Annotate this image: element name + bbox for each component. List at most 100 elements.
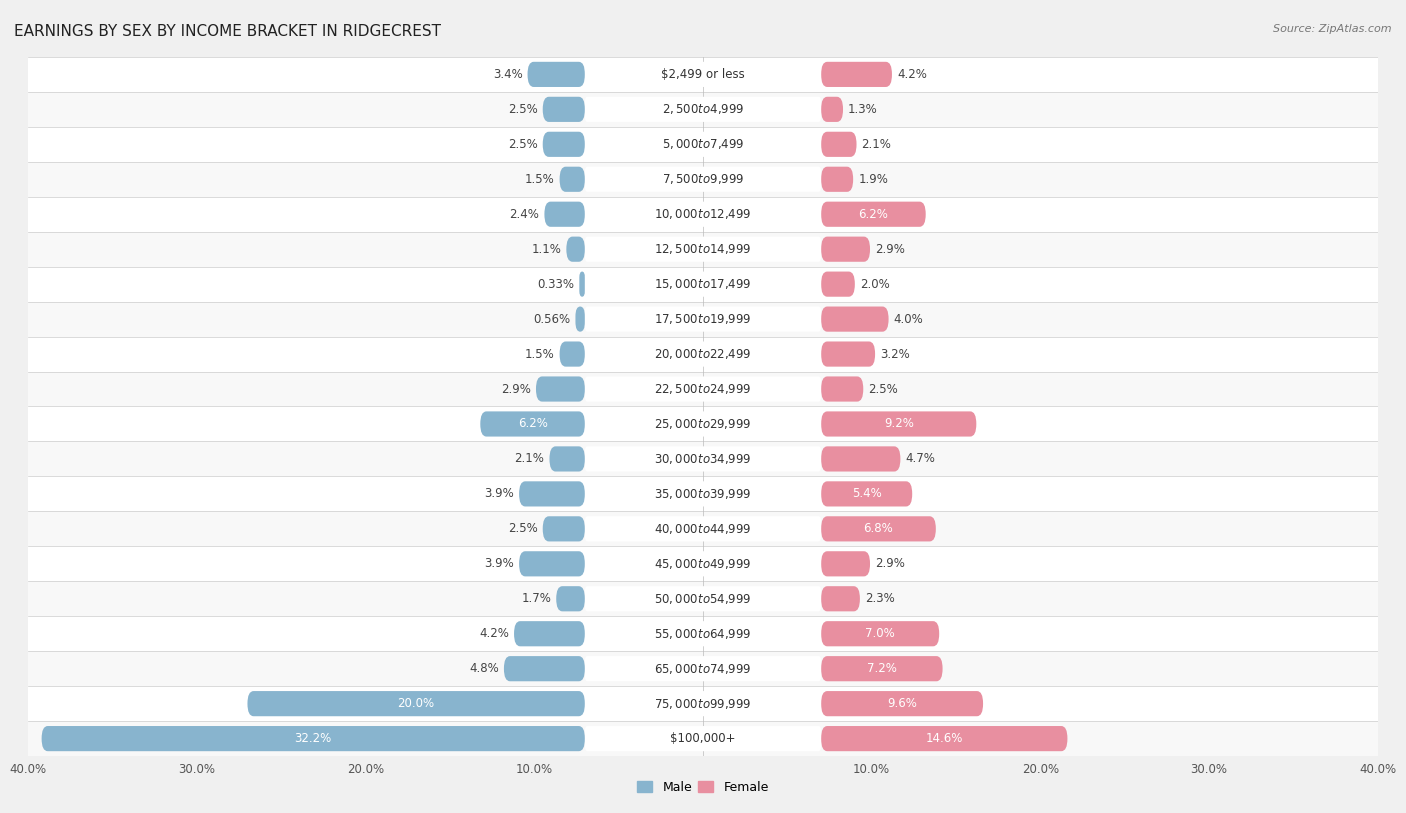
Bar — [28, 232, 1378, 267]
Text: 3.2%: 3.2% — [880, 348, 910, 360]
Bar — [28, 127, 1378, 162]
Bar — [28, 686, 1378, 721]
FancyBboxPatch shape — [821, 167, 853, 192]
FancyBboxPatch shape — [821, 341, 875, 367]
FancyBboxPatch shape — [543, 516, 585, 541]
Text: $22,500 to $24,999: $22,500 to $24,999 — [654, 382, 752, 396]
Text: 9.2%: 9.2% — [884, 418, 914, 430]
Text: 4.2%: 4.2% — [479, 628, 509, 640]
Text: $40,000 to $44,999: $40,000 to $44,999 — [654, 522, 752, 536]
Text: $55,000 to $64,999: $55,000 to $64,999 — [654, 627, 752, 641]
Legend: Male, Female: Male, Female — [633, 776, 773, 799]
Text: 1.5%: 1.5% — [524, 173, 554, 185]
FancyBboxPatch shape — [821, 481, 912, 506]
Bar — [28, 721, 1378, 756]
Bar — [28, 406, 1378, 441]
FancyBboxPatch shape — [585, 691, 821, 716]
FancyBboxPatch shape — [585, 167, 821, 192]
Bar — [28, 406, 1378, 441]
Bar — [28, 267, 1378, 302]
Bar — [28, 616, 1378, 651]
FancyBboxPatch shape — [821, 132, 856, 157]
Text: 2.9%: 2.9% — [875, 558, 905, 570]
Text: 1.7%: 1.7% — [522, 593, 551, 605]
Bar — [28, 546, 1378, 581]
Text: Source: ZipAtlas.com: Source: ZipAtlas.com — [1274, 24, 1392, 34]
Bar — [28, 127, 1378, 162]
Text: 7.0%: 7.0% — [865, 628, 896, 640]
FancyBboxPatch shape — [550, 446, 585, 472]
FancyBboxPatch shape — [579, 272, 585, 297]
Text: $65,000 to $74,999: $65,000 to $74,999 — [654, 662, 752, 676]
Text: 3.9%: 3.9% — [484, 488, 515, 500]
Bar — [28, 92, 1378, 127]
Text: 6.2%: 6.2% — [517, 418, 547, 430]
Bar — [28, 441, 1378, 476]
Text: $12,500 to $14,999: $12,500 to $14,999 — [654, 242, 752, 256]
Bar — [28, 581, 1378, 616]
Bar — [28, 372, 1378, 406]
FancyBboxPatch shape — [821, 307, 889, 332]
Bar — [28, 546, 1378, 581]
Text: 2.5%: 2.5% — [508, 103, 537, 115]
FancyBboxPatch shape — [567, 237, 585, 262]
FancyBboxPatch shape — [557, 586, 585, 611]
Text: 2.1%: 2.1% — [515, 453, 544, 465]
Text: $30,000 to $34,999: $30,000 to $34,999 — [654, 452, 752, 466]
Text: 9.6%: 9.6% — [887, 698, 917, 710]
FancyBboxPatch shape — [821, 551, 870, 576]
FancyBboxPatch shape — [42, 726, 585, 751]
Bar — [28, 232, 1378, 267]
Bar — [28, 372, 1378, 406]
FancyBboxPatch shape — [585, 586, 821, 611]
FancyBboxPatch shape — [821, 621, 939, 646]
Text: 1.1%: 1.1% — [531, 243, 561, 255]
Text: $5,000 to $7,499: $5,000 to $7,499 — [662, 137, 744, 151]
FancyBboxPatch shape — [585, 62, 821, 87]
FancyBboxPatch shape — [821, 202, 925, 227]
FancyBboxPatch shape — [560, 167, 585, 192]
FancyBboxPatch shape — [585, 376, 821, 402]
FancyBboxPatch shape — [585, 656, 821, 681]
FancyBboxPatch shape — [515, 621, 585, 646]
Text: 7.2%: 7.2% — [868, 663, 897, 675]
FancyBboxPatch shape — [560, 341, 585, 367]
FancyBboxPatch shape — [821, 411, 976, 437]
FancyBboxPatch shape — [585, 97, 821, 122]
Bar — [28, 721, 1378, 756]
FancyBboxPatch shape — [821, 237, 870, 262]
FancyBboxPatch shape — [585, 726, 821, 751]
Text: 3.9%: 3.9% — [484, 558, 515, 570]
Text: $7,500 to $9,999: $7,500 to $9,999 — [662, 172, 744, 186]
Text: 20.0%: 20.0% — [398, 698, 434, 710]
FancyBboxPatch shape — [821, 656, 942, 681]
Text: $20,000 to $22,499: $20,000 to $22,499 — [654, 347, 752, 361]
Text: 1.9%: 1.9% — [858, 173, 889, 185]
FancyBboxPatch shape — [821, 726, 1067, 751]
Text: $15,000 to $17,499: $15,000 to $17,499 — [654, 277, 752, 291]
Text: 4.7%: 4.7% — [905, 453, 935, 465]
Text: EARNINGS BY SEX BY INCOME BRACKET IN RIDGECREST: EARNINGS BY SEX BY INCOME BRACKET IN RID… — [14, 24, 441, 39]
Text: 2.9%: 2.9% — [875, 243, 905, 255]
Text: 4.8%: 4.8% — [470, 663, 499, 675]
FancyBboxPatch shape — [585, 132, 821, 157]
FancyBboxPatch shape — [585, 516, 821, 541]
Bar — [28, 57, 1378, 92]
Bar — [28, 267, 1378, 302]
Text: 4.2%: 4.2% — [897, 68, 927, 80]
Bar — [28, 581, 1378, 616]
Text: 2.1%: 2.1% — [862, 138, 891, 150]
FancyBboxPatch shape — [543, 97, 585, 122]
FancyBboxPatch shape — [585, 446, 821, 472]
Bar — [28, 162, 1378, 197]
Bar — [28, 57, 1378, 92]
Text: $25,000 to $29,999: $25,000 to $29,999 — [654, 417, 752, 431]
Bar — [28, 92, 1378, 127]
FancyBboxPatch shape — [585, 237, 821, 262]
Text: $10,000 to $12,499: $10,000 to $12,499 — [654, 207, 752, 221]
FancyBboxPatch shape — [585, 551, 821, 576]
Text: 2.9%: 2.9% — [501, 383, 531, 395]
Text: 0.56%: 0.56% — [533, 313, 571, 325]
Text: 5.4%: 5.4% — [852, 488, 882, 500]
FancyBboxPatch shape — [585, 621, 821, 646]
